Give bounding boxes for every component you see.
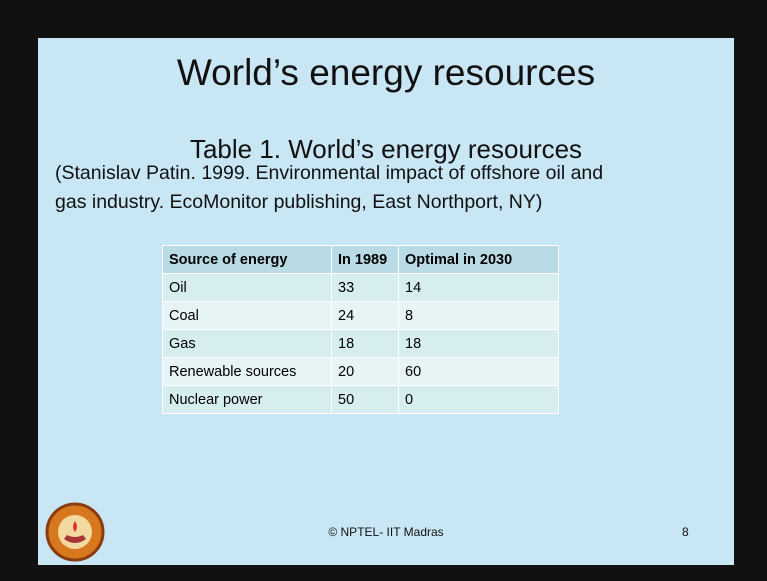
table-body: Oil 33 14 Coal 24 8 Gas 18 18 Renewable sources 20… [162, 273, 559, 414]
table-cell: Coal [162, 301, 332, 330]
table-row: Gas 18 18 [162, 329, 559, 358]
energy-table: Source of energy In 1989 Optimal in 2030 O… [162, 245, 559, 414]
header-cell: In 1989 [331, 245, 399, 274]
table-cell: Renewable sources [162, 357, 332, 386]
table-cell: Nuclear power [162, 385, 332, 414]
institute-logo [45, 502, 105, 562]
table-cell: 60 [398, 357, 559, 386]
table-row: Renewable sources 20 60 [162, 357, 559, 386]
table-cell: Gas [162, 329, 332, 358]
header-cell: Source of energy [162, 245, 332, 274]
table-cell: Oil [162, 273, 332, 302]
slide-title: World’s energy resources [176, 52, 596, 93]
table-cell: 8 [398, 301, 559, 330]
table-row: Oil 33 14 [162, 273, 559, 302]
table-cell: 0 [398, 385, 559, 414]
table-row: Nuclear power 50 0 [162, 385, 559, 414]
table-cell: 33 [331, 273, 399, 302]
table-cell: 18 [331, 329, 399, 358]
table-cell: 24 [331, 301, 399, 330]
citation-line: gas industry. EcoMonitor publishing, Eas… [55, 191, 543, 213]
header-row: Source of energy In 1989 Optimal in 2030 [162, 245, 559, 274]
table-row: Coal 24 8 [162, 301, 559, 330]
table-title: Table 1. World’s energy resources [189, 134, 583, 164]
citation-line: (Stanislav Patin. 1999. Environmental im… [55, 162, 604, 184]
table-cell: 20 [331, 357, 399, 386]
table-cell: 18 [398, 329, 559, 358]
header-cell: Optimal in 2030 [398, 245, 559, 274]
table-cell: 14 [398, 273, 559, 302]
slide: World’s energy resources Table 1. World’… [38, 38, 734, 565]
footer: © NPTEL- IIT Madras [328, 525, 444, 539]
table-cell: 50 [331, 385, 399, 414]
page-number: 8 [682, 525, 689, 539]
